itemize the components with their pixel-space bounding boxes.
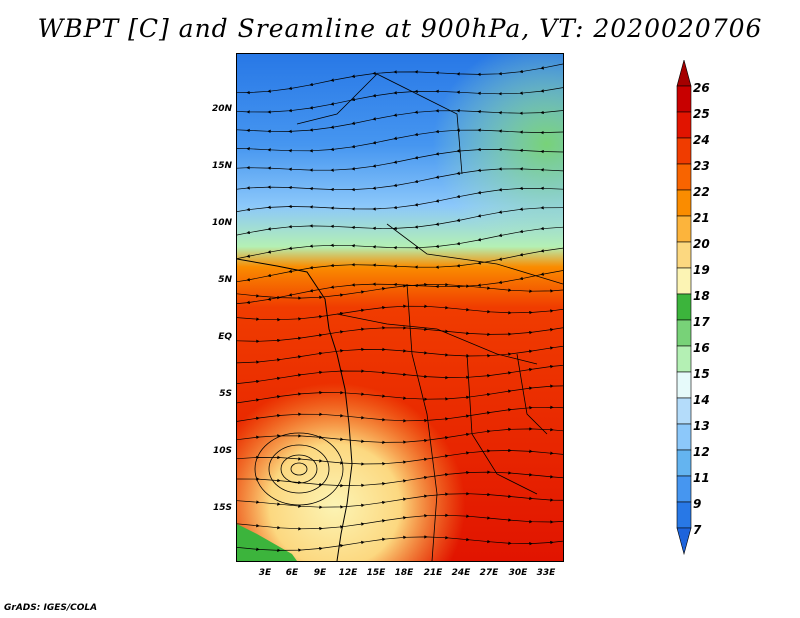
lat-tick-15N: 15N <box>211 161 232 171</box>
footer-credit: GrADS: IGES/COLA <box>4 603 98 613</box>
cyclone-vortex <box>254 432 344 506</box>
streamlines <box>237 63 563 553</box>
colorbar-box <box>676 501 692 529</box>
lon-tick-21E: 21E <box>423 568 443 578</box>
streamline <box>237 405 563 423</box>
lon-tick-24E: 24E <box>451 568 471 578</box>
colorbar-label-17: 17 <box>693 315 710 329</box>
colorbar-label-12: 12 <box>693 445 710 459</box>
lat-tick-10N: 10N <box>211 218 232 228</box>
lat-tick-5N: 5N <box>218 275 232 285</box>
map-panel <box>236 53 564 562</box>
streamline <box>237 384 563 404</box>
lon-tick-3E: 3E <box>258 568 272 578</box>
colorbar-label-11: 11 <box>693 471 710 485</box>
colorbar-label-14: 14 <box>693 393 710 407</box>
streamline <box>237 535 563 553</box>
colorbar-box <box>676 423 692 451</box>
colorbar-box <box>676 163 692 191</box>
colorbar-box <box>676 85 692 113</box>
lon-tick-12E: 12E <box>338 568 358 578</box>
colorbar-box <box>676 111 692 139</box>
colorbar-box <box>676 475 692 503</box>
lat-tick-5S: 5S <box>219 389 232 399</box>
green-northeast-region <box>237 54 563 354</box>
colorbar-label-18: 18 <box>693 289 710 303</box>
colorbar-box <box>676 345 692 373</box>
colorbar-box <box>676 189 692 217</box>
colorbar-box <box>676 293 692 321</box>
colorbar-bottom-triangle <box>676 527 692 556</box>
lon-tick-27E: 27E <box>479 568 499 578</box>
colorbar-box <box>676 319 692 347</box>
map-svg <box>237 54 563 561</box>
colorbar-box <box>676 397 692 425</box>
colorbar-label-7: 7 <box>693 523 702 537</box>
lat-tick-20N: 20N <box>211 104 232 114</box>
streamline <box>237 448 563 466</box>
colorbar-box <box>676 215 692 243</box>
streamline <box>237 491 563 509</box>
colorbar-box <box>676 267 692 295</box>
lon-tick-18E: 18E <box>394 568 414 578</box>
lat-tick-10S: 10S <box>212 446 232 456</box>
streamline <box>237 304 563 322</box>
colorbar-label-20: 20 <box>693 237 710 251</box>
colorbar-label-25: 25 <box>693 107 710 121</box>
colorbar-label-13: 13 <box>693 419 710 433</box>
colorbar-box <box>676 137 692 165</box>
colorbar-box <box>676 371 692 399</box>
streamline <box>237 345 563 364</box>
colorbar-top-triangle <box>676 60 692 87</box>
streamline <box>237 326 563 344</box>
colorbar-label-9: 9 <box>693 497 702 511</box>
colorbar-label-24: 24 <box>693 133 710 147</box>
lon-tick-33E: 33E <box>536 568 556 578</box>
lat-tick-15S: 15S <box>212 503 232 513</box>
streamline <box>237 513 563 531</box>
colorbar-label-15: 15 <box>693 367 710 381</box>
colorbar-label-21: 21 <box>693 211 710 225</box>
streamline <box>237 364 563 384</box>
colorbar-box <box>676 449 692 477</box>
colorbar-label-26: 26 <box>693 81 710 95</box>
colorbar-label-19: 19 <box>693 263 710 277</box>
colorbar <box>676 60 692 556</box>
lon-tick-6E: 6E <box>285 568 299 578</box>
lon-tick-9E: 9E <box>313 568 327 578</box>
lon-tick-15E: 15E <box>366 568 386 578</box>
lat-tick-EQ: EQ <box>218 332 232 342</box>
colorbar-label-22: 22 <box>693 185 710 199</box>
streamline <box>237 427 563 445</box>
colorbar-label-23: 23 <box>693 159 710 173</box>
colorbar-label-16: 16 <box>693 341 710 355</box>
streamline <box>237 282 563 300</box>
chart-title: WBPT [C] and Sreamline at 900hPa, VT: 20… <box>37 14 763 43</box>
colorbar-box <box>676 241 692 269</box>
lon-tick-30E: 30E <box>508 568 528 578</box>
